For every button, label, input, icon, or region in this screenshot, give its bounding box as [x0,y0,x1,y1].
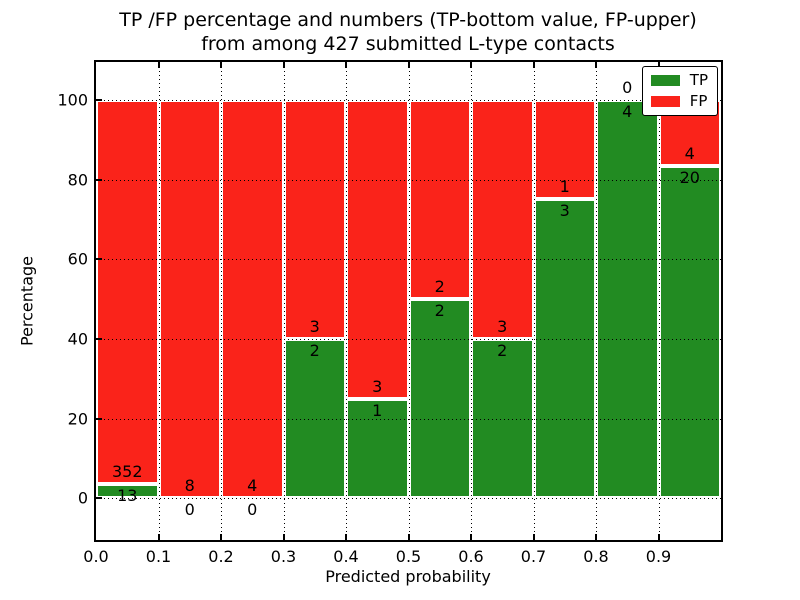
fp-count-label: 4 [247,476,258,496]
fp-legend-label: FP [689,92,708,110]
fp-count-label: 2 [434,277,445,296]
x-tick-label: 0.6 [458,547,484,566]
fp-count-label: 3 [497,316,508,336]
x-tick-label: 0.4 [333,547,359,566]
x-tick-mark [220,534,222,540]
tp-count-label: 2 [434,301,445,320]
tp-count-label: 1 [372,400,383,420]
fp-count-label: 1 [559,177,570,197]
x-tick-label: 0.7 [520,547,547,566]
x-tick-mark-top [345,62,347,68]
fp-count-label: 0 [622,77,633,97]
tp-count-label: 13 [117,485,138,505]
fp-count-label: 8 [184,476,195,496]
y-tick-label: 80 [67,170,88,189]
gridline-vertical [283,62,285,540]
bar-segment-fp [158,99,221,499]
bar-segment-fp [471,99,534,339]
bar-segment-tp [658,166,721,499]
y-tick-label: 0 [77,488,88,508]
x-tick-mark [157,534,160,540]
x-tick-mark-top [157,62,160,68]
legend: TP FP [641,66,718,116]
gridline-vertical [596,62,597,540]
x-tick-mark [282,534,285,540]
x-tick-mark-top [595,62,597,68]
gridline-vertical [408,62,410,540]
chart-title-line1: TP /FP percentage and numbers (TP-bottom… [119,9,697,31]
tp-count-label: 0 [247,500,258,520]
x-tick-label: 0.0 [83,547,109,566]
x-tick-label: 0.1 [145,547,172,566]
tp-count-label: 20 [679,168,700,188]
bar-segment-fp [346,99,409,399]
x-axis-label: Predicted probability [325,567,491,586]
y-tick-mark [96,337,102,340]
tp-count-label: 2 [309,340,320,360]
bar-segment-tp [96,483,159,499]
x-tick-mark-top [470,62,472,68]
x-tick-mark-top [657,62,660,68]
x-tick-label: 0.5 [395,547,422,566]
x-tick-mark-top [220,62,222,68]
y-tick-label: 20 [67,409,88,428]
tp-legend-label: TP [689,71,708,89]
gridline-vertical [471,62,472,540]
tp-count-label: 4 [622,101,633,121]
bar-segment-fp [221,99,284,499]
legend-item-fp: FP [650,92,708,110]
x-tick-mark [407,534,410,540]
bar-segment-fp [96,99,159,484]
bar-segment-tp [283,338,346,499]
gridline-vertical [658,62,660,540]
fp-count-label: 3 [309,316,320,336]
y-tick-label: 60 [67,249,88,269]
x-tick-mark [470,534,472,540]
tp-count-label: 2 [497,340,508,360]
x-tick-label: 0.2 [208,547,234,566]
tp-count-label: 3 [559,201,570,221]
fp-legend-swatch [650,96,680,107]
legend-item-tp: TP [650,71,708,89]
gridline-vertical [346,62,347,540]
y-tick-mark [96,497,102,500]
x-tick-mark-top [407,62,410,68]
x-tick-label: 0.3 [270,547,297,566]
fp-count-label: 352 [111,461,143,481]
y-tick-label: 40 [67,329,88,349]
y-tick-mark [96,178,102,181]
bar-segment-tp [471,338,534,499]
tp-legend-swatch [650,75,680,86]
y-tick-mark [96,98,102,101]
y-tick-label: 100 [57,90,88,110]
x-tick-mark-top [532,62,535,68]
y-tick-mark [96,417,102,420]
y-tick-mark [96,258,102,261]
x-tick-label: 0.8 [583,547,609,566]
gridline-vertical [158,62,160,540]
fp-count-label: 3 [372,376,383,396]
bar-segment-tp [596,99,659,499]
gridline-vertical [533,62,535,540]
x-tick-mark [532,534,535,540]
x-tick-mark-top [282,62,285,68]
x-tick-mark [345,534,347,540]
gridline-vertical [221,62,222,540]
x-tick-mark [657,534,660,540]
plot-area: TP FP 352 13 8 0 4 0 3 2 3 1 2 2 3 2 1 3 0 4 4 20 [94,60,723,542]
bar-segment-tp [408,299,471,499]
x-tick-mark [595,534,597,540]
tp-count-label: 0 [184,500,195,520]
bar-segment-fp [283,99,346,339]
bar-segment-tp [346,398,409,499]
fp-count-label: 4 [684,144,695,164]
bar-segment-fp [408,99,471,299]
x-tick-label: 0.9 [645,547,672,566]
bar-segment-tp [533,199,596,499]
chart-title-line2: from among 427 submitted L-type contacts [201,33,615,55]
